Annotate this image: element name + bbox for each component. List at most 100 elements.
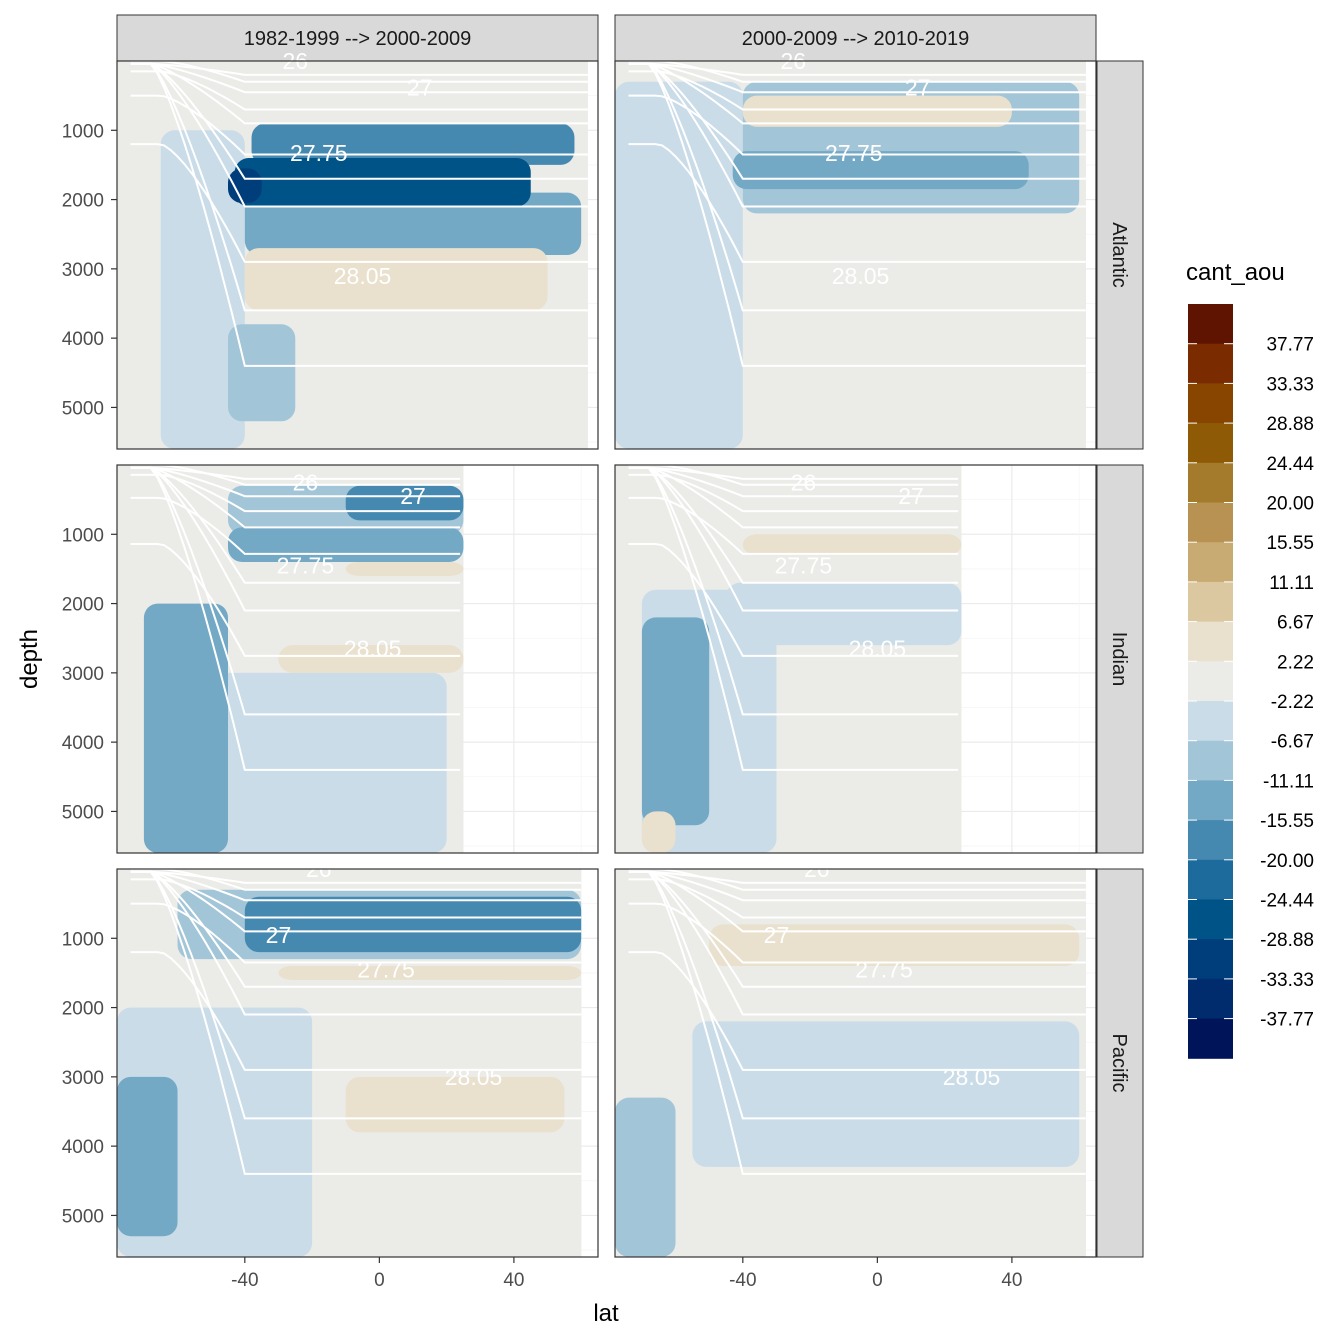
legend-label: 11.11 [1269,573,1314,594]
x-tick-label: -40 [231,1270,258,1291]
isopycnal-unlabeled [628,62,1086,312]
contour-label-28-05: 28.05 [849,636,907,662]
column-strip-2-label: 2000-2009 --> 2010-2019 [742,28,969,50]
panel-fills [615,869,1086,1257]
row-strip-indian-label: Indian [1108,632,1130,687]
region-abyssal-west [641,617,710,826]
isopycnal-unlabeled [628,62,1086,76]
contour-label-27-75: 27.75 [825,140,883,166]
legend-swatch [1188,899,1233,940]
contour-label-27-75: 27.75 [290,140,348,166]
isopycnal-unlabeled [628,62,1086,125]
region-upper-positive [709,924,1080,966]
isopycnal-unlabeled [130,870,582,988]
isopycnal-unlabeled [628,466,959,584]
legend-title: cant_aou [1186,259,1285,286]
isopycnal-26 [130,465,461,486]
region-bottom-positive [641,811,676,853]
legend-swatch [1188,542,1233,583]
y-tick-label: 5000 [62,1206,104,1227]
isopycnal-unlabeled [628,870,1086,933]
row-strip-atlantic-label: Atlantic [1108,222,1130,288]
isopycnal-unlabeled [628,870,1086,988]
isopycnal-unlabeled [628,466,959,498]
isopycnal-lines [130,869,582,1175]
region-upper-positive [742,534,962,556]
isopycnal-27 [628,70,1086,111]
isopycnal-27 [130,70,588,111]
legend-swatch [1188,701,1233,742]
legend-label: -11.11 [1263,771,1314,792]
contour-label-28-05: 28.05 [445,1064,503,1090]
contour-label-27-75: 27.75 [357,956,415,982]
contour-label-27: 27 [764,922,790,948]
region-deep-positive [278,645,464,673]
region-southern-column [615,81,743,449]
isopycnal-unlabeled [628,62,1086,180]
isopycnal-28-05 [628,143,1086,263]
isopycnal-unlabeled [130,466,461,480]
contour-label-28-05: 28.05 [344,636,402,662]
legend-swatch [1188,502,1233,543]
legend-swatch [1188,859,1233,900]
contour-label-28-05: 28.05 [334,263,392,289]
isopycnal-lines [628,465,959,771]
y-tick-label: 4000 [62,733,104,754]
legend-swatch [1188,581,1233,623]
panel-fills [117,465,464,853]
y-tick-label: 5000 [62,802,104,823]
isopycnal-27 [130,878,582,919]
isopycnal-unlabeled [628,466,959,480]
region-core-band [234,158,531,207]
isopycnal-unlabeled [628,870,1086,884]
legend-swatch [1188,1018,1233,1059]
contour-label-27-75: 27.75 [775,552,833,578]
region-upper-positive [742,95,1012,127]
x-axis: -40 0 40 -40 0 40 [231,1257,1022,1291]
legend-label: -15.55 [1260,811,1314,832]
x-tick-label: 40 [503,1270,524,1291]
y-tick-label: 2000 [62,191,104,212]
isopycnal-unlabeled [130,870,582,933]
region-deep-band [692,1021,1080,1167]
y-tick-label: 1000 [62,121,104,142]
y-tick-label: 3000 [62,664,104,685]
panel-indian-period-2: 26 27 27.75 28.05 [614,464,1097,854]
row-strip-pacific: Pacific [1096,868,1144,1258]
isopycnal-26 [628,465,959,486]
isopycnal-27 [628,878,1086,919]
x-axis-title: lat [593,1300,619,1327]
row-strip-pacific-label: Pacific [1108,1034,1130,1093]
isopycnal-unlabeled [628,466,959,612]
legend-swatch [1188,423,1233,464]
legend-swatch [1188,978,1233,1020]
legend-label: -33.33 [1260,970,1314,991]
isopycnal-unlabeled [130,62,588,180]
panel-fills [117,61,588,449]
region-core-max [228,168,262,204]
isopycnal-unlabeled [130,62,588,208]
region-deep-background [726,213,1086,449]
isopycnal-unlabeled [130,870,582,1120]
legend: cant_aou 37.77 33.33 28.88 24.44 20.00 15.55 1… [1186,259,1314,1059]
isopycnal-unlabeled [130,466,461,771]
isopycnal-unlabeled [130,62,588,367]
isopycnal-28-05 [130,543,461,657]
legend-swatch [1188,462,1233,503]
region-thermocline-band [228,527,464,562]
panel-fills [615,61,1086,449]
contour-label-27-75: 27.75 [855,956,913,982]
isopycnal-unlabeled [628,870,1086,1016]
isopycnal-unlabeled [130,870,582,884]
y-tick-label: 5000 [62,398,104,419]
isopycnal-unlabeled [628,870,1086,1120]
isopycnal-unlabeled [130,870,582,902]
y-tick-label: 2000 [62,999,104,1020]
legend-label: 20.00 [1266,494,1314,515]
x-tick-label: 0 [374,1270,385,1291]
panel-fills [117,869,582,1257]
legend-swatch [1188,621,1233,662]
legend-swatch [1188,740,1233,781]
